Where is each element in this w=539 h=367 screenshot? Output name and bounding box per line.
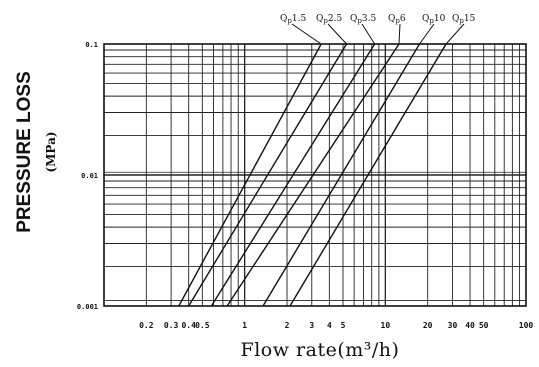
y-tick-layer: 0.1 0.01 0.001 [77, 41, 98, 311]
x-tick-label: 4 [327, 321, 332, 330]
series-label: Qp2.5 [316, 14, 342, 25]
series-label: Qp6 [388, 14, 406, 25]
x-tick-label: 40 [465, 321, 475, 330]
y-tick-label: 0.01 [81, 172, 98, 180]
series-line-qp15 [289, 43, 447, 307]
grid-layer [103, 43, 527, 307]
y-tick-label: 0.001 [77, 303, 98, 311]
y-axis-label: PRESSURE LOSS [14, 71, 35, 233]
series-label: Qp3.5 [350, 14, 376, 25]
plot-frame [103, 43, 527, 307]
y-axis-unit: (MPa) [44, 131, 58, 172]
series-leader-line [327, 23, 347, 45]
series-leader-line [291, 23, 322, 45]
series-label: Qp1.5 [280, 14, 306, 25]
series-label: Qp10 [422, 14, 446, 25]
x-tick-label: 30 [448, 321, 458, 330]
x-tick-label: 0.2 [139, 321, 154, 330]
series-line-qp10 [262, 43, 421, 307]
x-axis-label: Flow rate(m³/h) [241, 339, 400, 361]
x-tick-label: 5 [341, 321, 346, 330]
x-tick-label: 1 [242, 321, 247, 330]
series-line-qp15 [178, 43, 322, 307]
x-tick-label: 100 [519, 321, 534, 330]
series-line-qp35 [210, 43, 376, 307]
x-tick-label: 20 [423, 321, 433, 330]
series-label: Qp15 [452, 14, 476, 25]
x-tick-label: 2 [285, 321, 290, 330]
x-tick-label: 0.5 [195, 321, 210, 330]
series-leader-line [445, 23, 465, 45]
series-label-layer: Qp1.5 Qp2.5 Qp3.5 Qp6 Qp10 Qp15 [280, 14, 476, 45]
series-line-qp6 [226, 43, 400, 307]
x-tick-label: 3 [309, 321, 314, 330]
x-tick-label: 50 [479, 321, 489, 330]
series-line-qp25 [188, 43, 348, 307]
series-leader-line [419, 23, 435, 45]
x-tick-label: 0.3 [164, 321, 179, 330]
x-tick-label: 10 [381, 321, 391, 330]
y-tick-label: 0.1 [85, 41, 98, 49]
series-leader-line [398, 23, 401, 45]
series-layer [178, 43, 447, 307]
x-tick-layer: 0.2 0.3 0.4 0.5 1 2 3 4 5 10 20 30 40 50 100 [139, 321, 533, 330]
x-tick-label: 0.4 [181, 321, 196, 330]
series-leader-line [361, 23, 376, 45]
